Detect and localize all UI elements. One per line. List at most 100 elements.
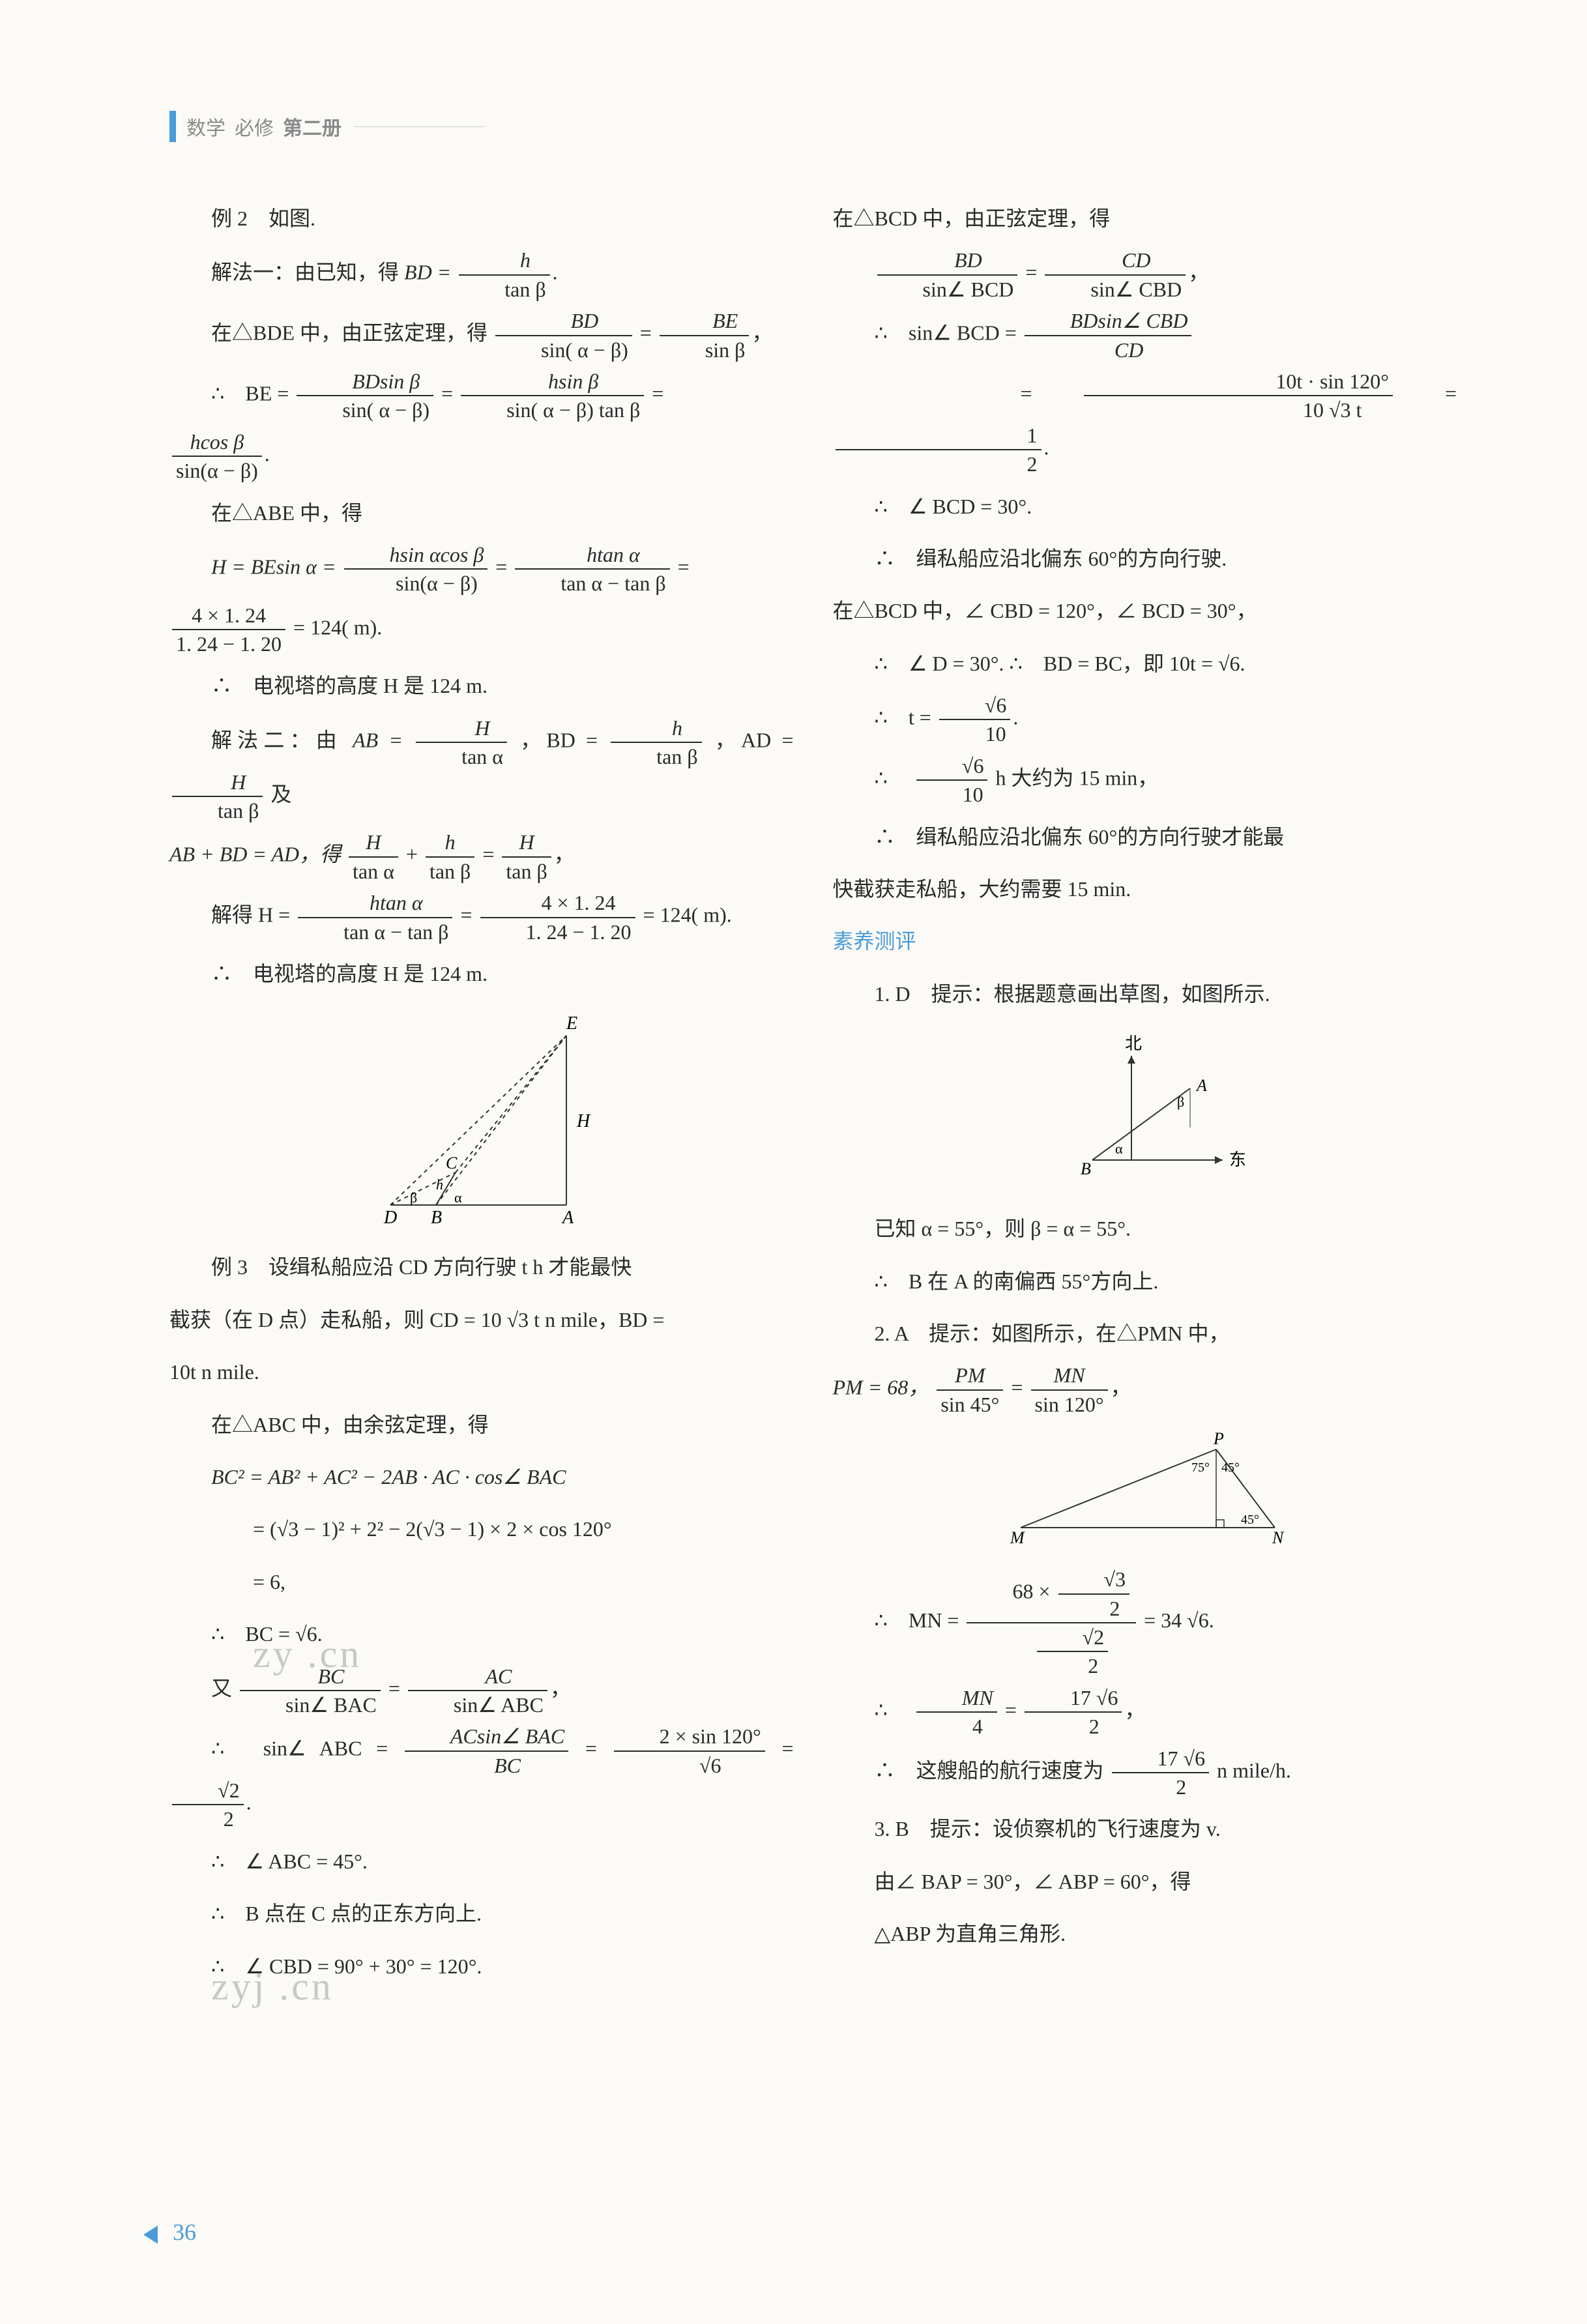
solution-1-intro: 解法一：由已知，得 BD = h tan β . xyxy=(169,248,794,302)
t-pre: ∴ t = xyxy=(875,706,931,729)
sum-line: AB + BD = AD，得 H tan α + h tan β = H tan… xyxy=(169,830,794,884)
h15-frac: √6 10 xyxy=(916,753,988,807)
bde-text: 在△BDE 中，由正弦定理，得 xyxy=(211,321,488,345)
bde-f2: BE sin β xyxy=(660,308,750,362)
solve-pre: 解得 H = xyxy=(211,903,290,927)
example-3-intro: 例 3 设缉私船应沿 CD 方向行驶 t h 才能最快 xyxy=(169,1244,794,1290)
label-n: N xyxy=(1272,1528,1285,1547)
h-f1-den: sin(α − β) xyxy=(344,570,488,596)
solve-f2-den: 1. 24 − 1. 20 xyxy=(480,918,635,944)
bd2-frac: h tan β xyxy=(611,716,701,770)
bc2-line3: = 6, xyxy=(169,1559,794,1605)
h15-num: √6 xyxy=(916,753,988,781)
sum-intro: AB + BD = AD，得 xyxy=(169,843,341,866)
bcd-f1: BD sin∠ BCD xyxy=(877,248,1018,302)
page-header: 数学 必修 第二册 xyxy=(169,111,485,142)
mn-pre: ∴ MN = xyxy=(875,1608,959,1632)
example-2-title: 例 2 如图. xyxy=(169,196,794,241)
pm-f2-num: MN xyxy=(1031,1363,1108,1390)
right-column: 在△BCD 中，由正弦定理，得 BD sin∠ BCD = CD sin∠ CB… xyxy=(833,196,1457,1996)
header-type: 必修 xyxy=(235,112,274,141)
bc-result-line: zy .cn ∴ BC = √6. xyxy=(169,1611,794,1657)
sin-bcd-f1-num: BDsin∠ CBD xyxy=(1025,308,1192,336)
solve-f1: htan α tan α − tan β xyxy=(298,890,452,944)
bd2-num: h xyxy=(611,716,701,743)
speed-line: ∴ 这艘船的航行速度为 17 √6 2 n mile/h. xyxy=(833,1746,1457,1800)
mn-top-frac: √3 2 xyxy=(1058,1567,1130,1621)
section-heading: 素养测评 xyxy=(833,918,1457,964)
sin-bcd-f3: 1 2 xyxy=(836,423,1041,477)
h15-pre: ∴ xyxy=(875,766,909,790)
sin-abc-f1: ACsin∠ BAC BC xyxy=(405,1724,568,1778)
pm-f1-den: sin 45° xyxy=(937,1391,1003,1417)
abe-intro: 在△ABE 中，得 xyxy=(169,490,794,536)
q2: 2. A 提示：如图所示，在△PMN 中， xyxy=(833,1311,1457,1356)
left-column: 例 2 如图. 解法一：由已知，得 BD = h tan β . 在△BDE 中… xyxy=(169,196,794,1996)
sin-abc-f2: 2 × sin 120° √6 xyxy=(614,1724,765,1778)
bde-f2-den: sin β xyxy=(660,336,750,362)
mn-top: 68 × √3 2 xyxy=(967,1567,1136,1623)
bde-f1-den: sin( α − β) xyxy=(495,336,632,362)
bcd-f1-num: BD xyxy=(877,248,1018,275)
ad-den: tan β xyxy=(172,797,263,823)
mn-bot-frac: √2 2 xyxy=(1037,1625,1109,1679)
ab-frac: H tan α xyxy=(416,716,507,770)
example-3-line2: 截获（在 D 点）走私船，则 CD = 10 √3 t n mile，BD = xyxy=(169,1297,794,1343)
triangle-pmn-diagram: P M N 75° 45° 45° xyxy=(988,1430,1301,1554)
final-line2: 快截获走私船，大约需要 15 min. xyxy=(833,866,1457,912)
bcd-f2-den: sin∠ CBD xyxy=(1045,276,1186,302)
sin-bcd-f1-den: CD xyxy=(1025,336,1192,362)
pm68: PM = 68， xyxy=(833,1376,929,1399)
mn-line: ∴ MN = 68 × √3 2 √2 2 xyxy=(833,1567,1457,1679)
conclusion-1: ∴ 电视塔的高度 H 是 124 m. xyxy=(169,663,794,708)
h15-den: 10 xyxy=(916,781,988,807)
conclusion-2: ∴ 电视塔的高度 H 是 124 m. xyxy=(169,951,794,996)
mn4-line: ∴ MN 4 = 17 √6 2 ， xyxy=(833,1685,1457,1739)
bde-f1-num: BD xyxy=(495,308,632,336)
t-den: 10 xyxy=(939,720,1011,746)
calc-den: 1. 24 − 1. 20 xyxy=(172,630,285,656)
ls-f2-den: sin∠ ABC xyxy=(408,1691,547,1717)
q3-l3: △ABP 为直角三角形. xyxy=(833,1911,1457,1956)
ne60: ∴ 缉私船应沿北偏东 60°的方向行驶. xyxy=(833,536,1457,581)
label-b2: B xyxy=(1081,1159,1091,1178)
mn-bot-den: 2 xyxy=(1037,1652,1109,1678)
sin-bcd-f3-num: 1 xyxy=(836,423,1041,450)
alpha55: 已知 α = 55°，则 β = α = 55°. xyxy=(833,1206,1457,1251)
sum-f3-num: H xyxy=(502,830,551,857)
calc-result: = 124( m). xyxy=(293,615,382,639)
solve-f2: 4 × 1. 24 1. 24 − 1. 20 xyxy=(480,890,635,944)
bcd-angles: 在△BCD 中，∠ CBD = 120°，∠ BCD = 30°， xyxy=(833,588,1457,633)
bd-fraction: h tan β xyxy=(459,248,549,302)
calc-num: 4 × 1. 24 xyxy=(172,603,285,630)
h-f2: htan α tan α − tan β xyxy=(515,542,669,596)
sum-f2: h tan β xyxy=(426,830,474,884)
h15-post: h 大约为 15 min， xyxy=(995,766,1158,790)
label-e: E xyxy=(566,1013,577,1034)
q1: 1. D 提示：根据题意画出草图，如图所示. xyxy=(833,971,1457,1017)
mn-bot-num: √2 xyxy=(1037,1625,1109,1652)
mn4-pre: ∴ xyxy=(875,1698,909,1721)
speed-frac: 17 √6 2 xyxy=(1112,1746,1210,1800)
sum-f1-num: H xyxy=(349,830,398,857)
label-a: A xyxy=(561,1208,574,1228)
mn4-r-den: 2 xyxy=(1025,1713,1122,1739)
header-subject: 数学 xyxy=(186,112,226,141)
sin-bcd-f3-den: 2 xyxy=(836,450,1041,476)
pm-f2: MN sin 120° xyxy=(1031,1363,1108,1417)
bde-intro: 在△BDE 中，由正弦定理，得 BD sin( α − β) = BE sin … xyxy=(169,308,794,362)
solve-line: 解得 H = htan α tan α − tan β = 4 × 1. 24 … xyxy=(169,890,794,944)
label-d: D xyxy=(383,1208,397,1228)
mn4-eq: = xyxy=(1005,1698,1022,1721)
bde-f1: BD sin( α − β) xyxy=(495,308,632,362)
label-c: C xyxy=(446,1154,458,1172)
speed-den: 2 xyxy=(1112,1773,1210,1799)
bd2-eq: ，BD = xyxy=(520,729,598,752)
sin-bcd-f2-den: 10 √3 t xyxy=(1084,396,1393,422)
cbd-120-line: ∴ ∠ CBD = 90° + 30° = 120°. zyj .cn xyxy=(169,1943,794,1989)
bearing-diagram: 北 东 A B α β xyxy=(1040,1030,1249,1193)
bcd-f1-den: sin∠ BCD xyxy=(877,276,1018,302)
ls-f2: AC sin∠ ABC xyxy=(408,1664,547,1718)
be-tail-num: hcos β xyxy=(172,429,262,457)
ad-num: H xyxy=(172,770,263,797)
